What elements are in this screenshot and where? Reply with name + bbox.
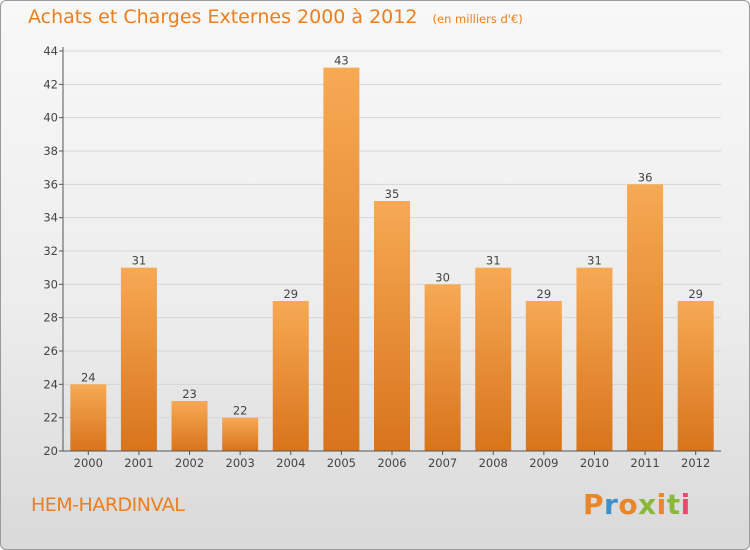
y-tick-label: 22 [43,411,58,425]
x-tick-label: 2004 [276,456,305,470]
chart-title: Achats et Charges Externes 2000 à 2012 [28,6,418,28]
x-tick-label: 2008 [479,456,508,470]
logo-letter: i [680,488,691,521]
x-tick-label: 2006 [377,456,406,470]
data-label: 29 [688,287,703,301]
logo-letter: i [656,488,667,521]
bars [70,67,714,452]
y-tick-label: 20 [43,444,58,458]
data-label: 29 [283,287,298,301]
y-tick-label: 42 [43,77,58,91]
data-label: 35 [385,187,400,201]
x-tick-label: 2001 [124,456,153,470]
proxiti-logo: Proxiti [583,488,691,521]
bar-2011 [627,184,664,452]
data-label: 29 [537,287,552,301]
data-label: 36 [638,170,653,184]
y-tick-label: 28 [43,311,58,325]
data-label: 22 [233,404,248,418]
bar-2006 [374,201,410,451]
x-axis-ticks: 2000 2001 2002 2003 2004 2005 2006 2007 2008 2009… [74,451,710,470]
y-tick-label: 24 [43,377,58,391]
logo-letter: t [666,488,681,521]
y-tick-label: 26 [43,344,58,358]
bar-2009 [525,301,562,451]
bar-2004 [272,301,309,451]
data-label: 31 [132,254,147,268]
bar-2008 [475,267,512,451]
x-tick-label: 2012 [681,456,710,470]
data-label: 43 [334,54,349,68]
x-tick-label: 2003 [226,456,255,470]
bar-2002 [171,401,208,451]
logo-letter: r [604,488,619,521]
bar-2000 [70,384,107,451]
x-tick-label: 2000 [74,456,103,470]
data-label: 31 [486,254,501,268]
bar-2010 [576,267,613,451]
x-tick-label: 2002 [175,456,204,470]
bar-2001 [120,267,157,451]
y-axis-ticks: 20 22 24 26 28 30 32 34 36 38 40 42 44 [43,44,63,458]
logo-letter: P [583,488,605,521]
bar-2007 [424,284,461,451]
logo-letter: x [638,488,657,521]
data-labels: 24 31 23 22 29 43 35 30 31 29 31 36 29 [81,54,703,418]
y-tick-label: 40 [43,111,58,125]
chart-subtitle: (en milliers d'€) [432,12,523,26]
axes [62,47,721,452]
data-label: 30 [435,270,450,284]
x-tick-label: 2011 [630,456,659,470]
x-tick-label: 2007 [428,456,457,470]
city-name: HEM-HARDINVAL [31,494,185,516]
bar-2003 [222,417,259,451]
y-tick-label: 32 [43,244,58,258]
y-tick-label: 38 [43,144,58,158]
bar-2005 [323,67,360,452]
x-tick-label: 2010 [580,456,609,470]
y-tick-label: 44 [43,44,58,58]
bar-2012 [677,301,714,451]
y-tick-label: 34 [43,211,58,225]
y-tick-label: 36 [43,177,58,191]
y-tick-label: 30 [43,277,58,291]
x-tick-label: 2009 [529,456,558,470]
logo-letter: o [618,488,639,521]
data-label: 31 [587,254,602,268]
data-label: 23 [182,387,197,401]
data-label: 24 [81,370,96,384]
title-row: Achats et Charges Externes 2000 à 2012 (… [28,6,523,28]
x-tick-label: 2005 [327,456,356,470]
